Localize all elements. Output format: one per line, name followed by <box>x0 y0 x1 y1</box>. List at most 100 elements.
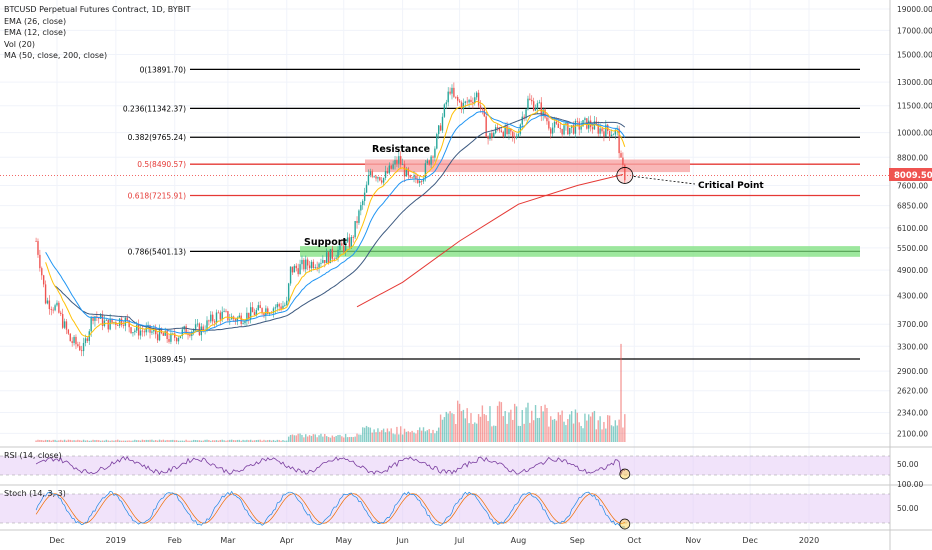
candle-body <box>126 317 128 321</box>
volume-bar <box>487 420 489 442</box>
rsi-label[interactable]: RSI (14, close) <box>4 451 62 460</box>
stoch-label[interactable]: Stoch (14, 3, 3) <box>4 489 66 498</box>
candle-body <box>246 312 248 322</box>
candle-body <box>268 312 271 315</box>
volume-bar <box>88 440 90 442</box>
volume-bar <box>251 440 254 442</box>
volume-bar <box>369 427 372 442</box>
volume-bar <box>41 440 43 442</box>
candle-body <box>160 328 163 334</box>
volume-bar <box>451 413 453 442</box>
volume-bar <box>118 440 121 442</box>
rsi-pane <box>0 455 890 480</box>
candle-body <box>508 128 510 134</box>
candle-body <box>620 153 622 158</box>
candle-body <box>510 128 512 132</box>
candle-body <box>569 127 571 135</box>
volume-bar <box>324 433 326 442</box>
volume-bar <box>352 437 354 442</box>
y-tick-label: 19000.00 <box>897 5 932 14</box>
volume-bar <box>458 403 461 442</box>
candle-body <box>622 157 624 165</box>
candle-body <box>331 249 334 259</box>
candle-body <box>624 164 626 181</box>
volume-bar <box>46 440 49 442</box>
fib-retracement[interactable]: 0(13891.70) 0.236(11342.37) 0.382(9765.24)… <box>0 65 890 364</box>
y-tick-label: 8800.00 <box>897 153 928 162</box>
volume-bar <box>620 343 622 442</box>
volume-bar <box>77 439 79 442</box>
volume-bar <box>358 434 360 442</box>
volume-bar <box>614 420 617 442</box>
candle-body <box>84 338 87 344</box>
volume-bar <box>544 404 546 442</box>
candle-body <box>512 131 514 137</box>
candle-body <box>208 320 210 322</box>
volume-bar <box>605 428 607 442</box>
candle-body <box>293 265 296 273</box>
x-tick-label: Sep <box>570 536 585 545</box>
candle-body <box>179 335 182 339</box>
candle-body <box>194 324 197 330</box>
time-axis[interactable]: Dec 2019 Feb Mar Apr May Jun Jul Aug Sep Oct Nov Dec… <box>49 536 819 545</box>
volume-bar <box>67 439 70 442</box>
zones[interactable] <box>300 159 860 257</box>
volume-bar <box>215 440 218 442</box>
indicator-vol[interactable]: Vol (20) <box>4 39 35 49</box>
candle-body <box>111 318 113 323</box>
candle-body <box>99 314 102 319</box>
candle-body <box>158 328 161 341</box>
volume-bar <box>274 440 277 442</box>
candle-body <box>282 305 284 309</box>
indicator-ema12[interactable]: EMA (12, close) <box>4 28 67 37</box>
volume-bar <box>354 436 356 442</box>
x-tick-label: Jul <box>454 536 465 545</box>
candle-body <box>202 326 204 331</box>
candle-body <box>341 243 343 246</box>
volume-bar <box>193 439 195 442</box>
volume-bar <box>139 440 142 442</box>
annotations[interactable]: Resistance Support Critical Point <box>304 144 764 248</box>
candle-body <box>409 175 411 178</box>
candle-body <box>603 131 605 137</box>
volume-bar <box>202 440 204 442</box>
ema26-line <box>45 111 626 334</box>
critical-point-circle <box>616 167 634 184</box>
candle-body <box>405 168 408 177</box>
volume-bar <box>392 433 394 442</box>
volume-bar <box>232 440 235 442</box>
candle-body <box>464 101 466 103</box>
candle-body <box>432 156 434 158</box>
candle-body <box>122 325 125 326</box>
y-tick-label: 2100.00 <box>897 429 928 438</box>
volume-bar <box>608 415 611 442</box>
indicator-ma[interactable]: MA (50, close, 200, close) <box>4 51 108 60</box>
ma50-line <box>54 113 626 331</box>
volume-bar <box>386 428 389 442</box>
candle-body <box>532 101 535 111</box>
candle-body <box>124 317 127 326</box>
volume-bar <box>553 418 556 442</box>
candle-body <box>460 102 463 110</box>
volume-bar <box>479 416 482 442</box>
price-axis[interactable]: 19000.00 17000.00 15000.00 13000.00 11500.00… <box>897 5 932 513</box>
candle-body <box>286 300 288 305</box>
volume-bar <box>441 419 444 442</box>
candle-body <box>77 344 79 347</box>
volume-bar <box>375 432 377 442</box>
volume-bar <box>447 413 449 442</box>
rsi-line <box>35 455 626 476</box>
volume-bar <box>367 427 370 442</box>
volume-bar <box>443 417 446 442</box>
candle-body <box>98 317 100 319</box>
y-tick-label: 4300.00 <box>897 291 928 300</box>
volume-bar <box>542 411 544 442</box>
indicator-ema26[interactable]: EMA (26, close) <box>4 16 67 26</box>
candle-body <box>417 179 419 183</box>
volume-bar <box>565 425 567 442</box>
volume-bar <box>79 440 81 442</box>
volume-bar <box>196 440 199 442</box>
volume-bar <box>493 425 495 442</box>
volume-bar <box>403 428 406 442</box>
